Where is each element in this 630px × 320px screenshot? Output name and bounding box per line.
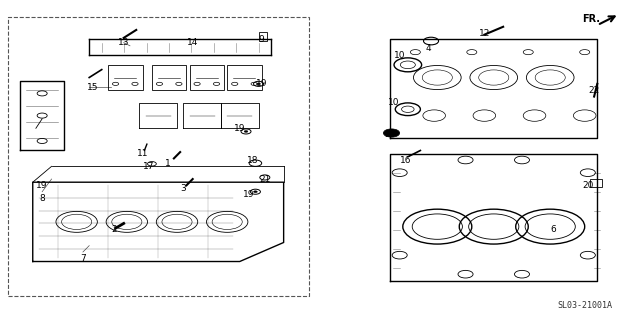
Text: 19: 19 xyxy=(256,79,268,88)
Text: 6: 6 xyxy=(551,225,556,234)
Circle shape xyxy=(384,129,399,137)
Text: 10: 10 xyxy=(387,99,399,108)
Text: 18: 18 xyxy=(246,156,258,164)
Circle shape xyxy=(244,131,248,132)
Circle shape xyxy=(253,191,257,193)
Text: 19: 19 xyxy=(243,190,255,199)
Bar xyxy=(108,65,142,90)
Text: 14: 14 xyxy=(187,38,198,47)
Text: 19: 19 xyxy=(37,181,48,190)
Bar xyxy=(590,179,602,187)
Text: 3: 3 xyxy=(180,184,186,193)
Text: 5: 5 xyxy=(384,130,390,139)
Text: 15: 15 xyxy=(86,83,98,92)
Text: 12: 12 xyxy=(479,28,490,38)
Circle shape xyxy=(256,83,260,85)
Bar xyxy=(227,65,261,90)
Text: 4: 4 xyxy=(425,44,431,53)
Text: 16: 16 xyxy=(400,156,411,164)
Text: 22: 22 xyxy=(588,86,600,95)
Text: 19: 19 xyxy=(234,124,246,133)
Text: 20: 20 xyxy=(582,181,593,190)
Text: SL03-21001A: SL03-21001A xyxy=(557,301,612,310)
Text: 1: 1 xyxy=(164,159,171,168)
Text: 2: 2 xyxy=(112,225,117,234)
Text: FR.: FR. xyxy=(582,14,600,24)
Bar xyxy=(258,32,267,41)
Text: 11: 11 xyxy=(137,149,148,158)
Text: 13: 13 xyxy=(118,38,129,47)
Text: 9: 9 xyxy=(259,35,265,44)
Text: 8: 8 xyxy=(39,194,45,203)
Text: 10: 10 xyxy=(394,51,406,60)
Text: 21: 21 xyxy=(259,174,270,184)
Text: 17: 17 xyxy=(143,162,154,171)
Text: 7: 7 xyxy=(80,254,86,263)
Bar xyxy=(190,65,224,90)
Bar xyxy=(152,65,186,90)
